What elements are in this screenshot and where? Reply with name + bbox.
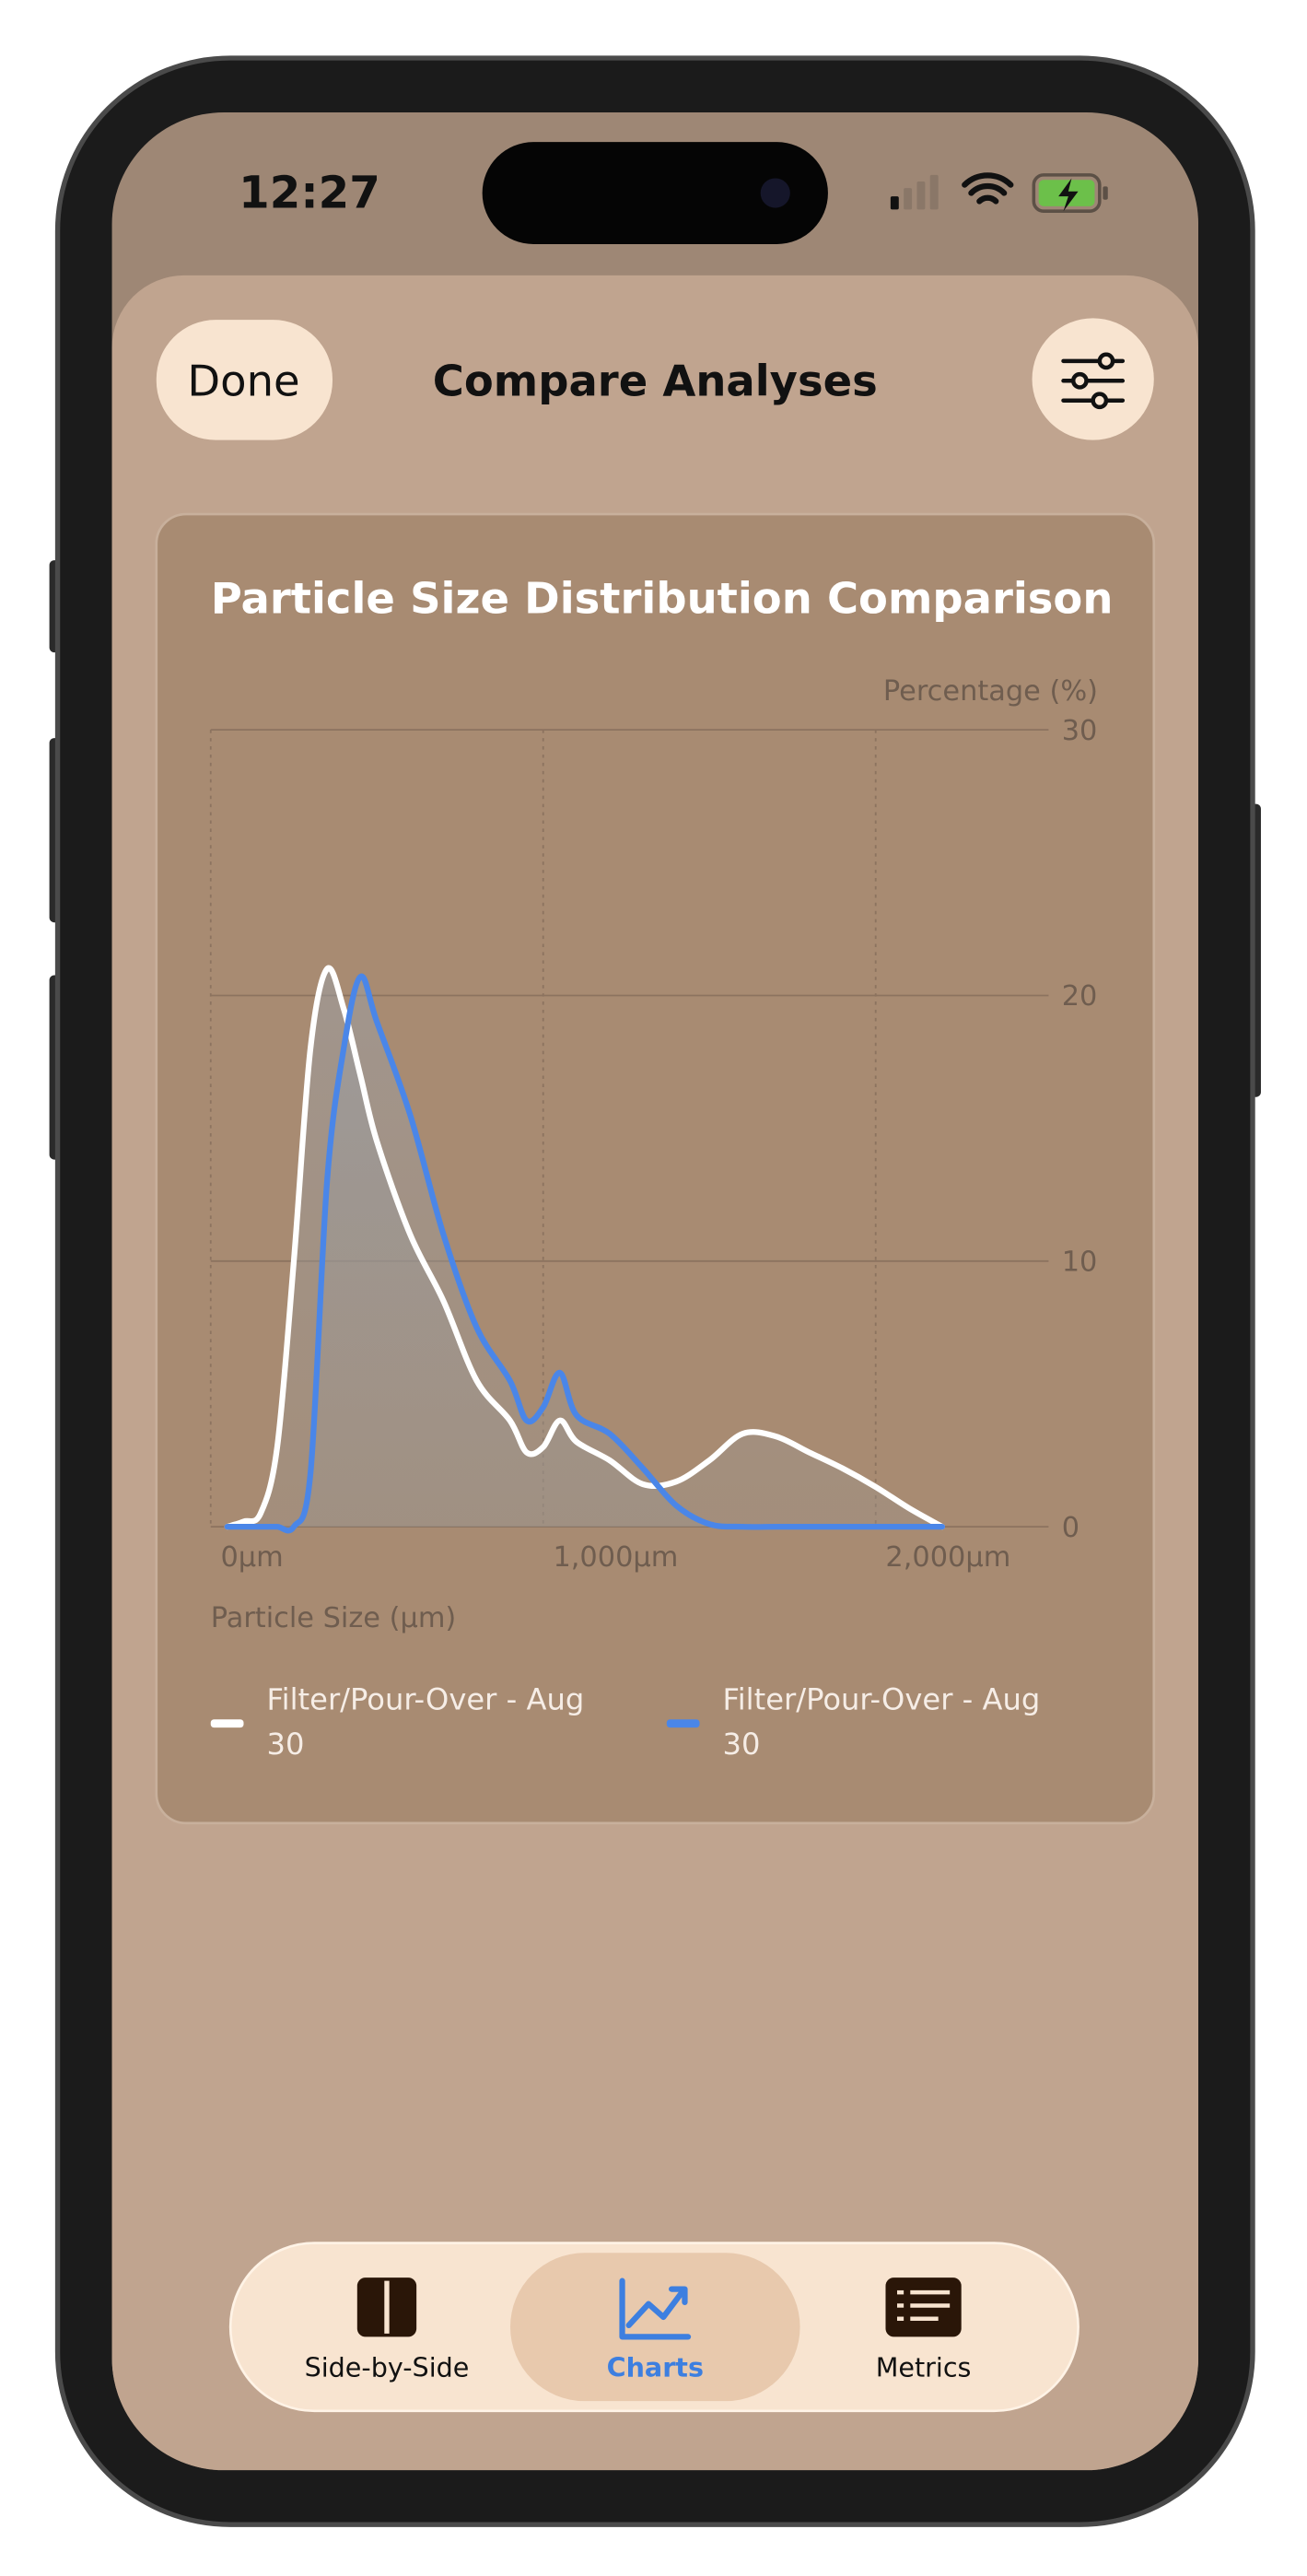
tab-label[interactable]: Charts — [607, 2351, 704, 2383]
x-tick-label: 2,000µm — [885, 1541, 1010, 1574]
x-tick-label: 0µm — [220, 1541, 283, 1574]
y-tick-label: 20 — [1062, 980, 1098, 1013]
wifi-icon — [962, 172, 1014, 205]
legend-entry: Filter/Pour-Over - Aug 30 — [266, 1682, 585, 1762]
side-by-side-icon — [356, 2277, 417, 2337]
series-line — [224, 973, 946, 1534]
series-line — [224, 965, 946, 1530]
y-axis-label: Percentage (%) — [883, 675, 1098, 708]
dynamic-island — [482, 142, 828, 244]
legend-swatch — [210, 1719, 244, 1728]
y-tick-label: 10 — [1062, 1247, 1098, 1279]
sliders-icon — [1061, 352, 1126, 410]
plot: 0 10 20 30 0µm 1,000µm 2,000µm — [209, 715, 1098, 1574]
tab-selected-bg — [510, 2253, 800, 2402]
legend-label: Filter/Pour-Over - Aug 30 — [722, 1682, 1041, 1762]
signal-icon — [890, 174, 939, 210]
x-tick-label: 1,000µm — [553, 1541, 678, 1574]
y-tick-label: 0 — [1062, 1512, 1079, 1544]
camera — [760, 178, 790, 208]
done-button[interactable] — [156, 320, 333, 440]
metrics-icon — [885, 2277, 962, 2337]
nav-title: Compare Analyses — [433, 356, 878, 405]
battery-icon — [1032, 173, 1108, 213]
x-axis-label: Particle Size (µm) — [211, 1602, 457, 1634]
tab-label[interactable]: Metrics — [876, 2351, 972, 2383]
area — [227, 976, 942, 1531]
legend-label: Filter/Pour-Over - Aug 30 — [266, 1682, 585, 1762]
status-time: 12:27 — [239, 168, 380, 219]
tab-label[interactable]: Side-by-Side — [305, 2351, 470, 2383]
legend-entry: Filter/Pour-Over - Aug 30 — [722, 1682, 1041, 1762]
y-tick-label: 30 — [1062, 715, 1098, 747]
done-label: Done — [187, 356, 299, 405]
legend-swatch — [666, 1719, 700, 1728]
chart-title: Particle Size Distribution Comparison — [211, 573, 1114, 623]
charts-icon — [619, 2277, 692, 2340]
